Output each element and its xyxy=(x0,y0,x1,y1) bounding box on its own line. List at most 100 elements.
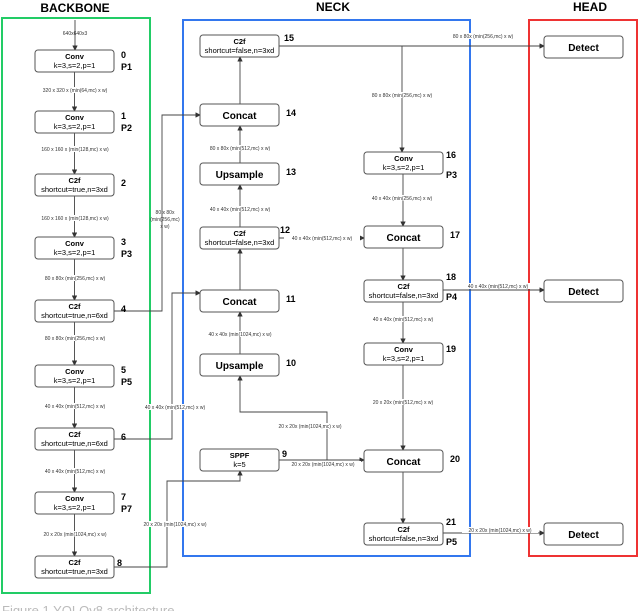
node-index: 16 xyxy=(446,150,456,160)
node-title: Concat xyxy=(387,457,422,468)
node-c2f-15 xyxy=(199,34,280,58)
head-title: HEAD xyxy=(573,0,607,14)
node-title: C2f xyxy=(68,430,81,439)
node-conv-16 xyxy=(363,151,444,175)
node-stage-label: P2 xyxy=(121,123,132,133)
node-index: 0 xyxy=(121,50,126,60)
node-detect-d2 xyxy=(543,279,624,303)
node-index: 17 xyxy=(450,230,460,240)
edge-label: 40 x 40x (min(256,mc) x w) xyxy=(372,196,433,202)
node-title: C2f xyxy=(68,176,81,185)
node-conv-1 xyxy=(34,110,115,134)
node-params: shortcut=false,n=3xd xyxy=(369,291,439,300)
edge-label-bg xyxy=(364,92,440,98)
figure-caption: Figure 1 YOLOv8 architecture xyxy=(2,603,175,611)
edge-label: 20 x 20x (min(512,mc) x w) xyxy=(373,400,434,406)
node-index: 13 xyxy=(286,167,296,177)
node-index: 7 xyxy=(121,492,126,502)
edge-label: 40 x 40x (min(512,mc) x w) xyxy=(468,284,529,290)
node-c2f-12 xyxy=(199,226,280,250)
edge-label: (min(256,mc) xyxy=(150,217,180,223)
edge-label-bg xyxy=(37,468,113,474)
node-concat-20 xyxy=(363,449,444,473)
edge-label: 80 x 80x (min(512,mc) x w) xyxy=(210,146,271,152)
node-concat-11 xyxy=(199,289,280,313)
node-concat-17 xyxy=(363,225,444,249)
edge-label-bg xyxy=(202,331,278,337)
edge-label-bg xyxy=(37,215,113,221)
node-index: 2 xyxy=(121,178,126,188)
node-index: 10 xyxy=(286,358,296,368)
node-params: k=3,s=2,p=1 xyxy=(54,503,96,512)
edge-label: 40 x 40x (min(512,mc) x w) xyxy=(292,236,353,242)
node-index: 15 xyxy=(284,33,294,43)
edge-label: 20 x 20x (min(1024,mc) x w) xyxy=(278,424,341,430)
edge-label: x w) xyxy=(160,224,170,230)
node-title: Conv xyxy=(394,345,414,354)
node-upsample-10 xyxy=(199,353,280,377)
edge-label: 20 x 20x (min(1024,mc) x w) xyxy=(43,532,106,538)
node-params: shortcut=true,n=3xd xyxy=(41,567,108,576)
edge-label: 160 x 160 x (min(128,mc) x w) xyxy=(41,216,109,222)
node-index: 6 xyxy=(121,432,126,442)
node-concat-14 xyxy=(199,103,280,127)
node-params: shortcut=true,n=6xd xyxy=(41,311,108,320)
edge-label: 40 x 40x (min(512,mc) x w) xyxy=(373,317,434,323)
node-index: 18 xyxy=(446,272,456,282)
node-detect-d3 xyxy=(543,522,624,546)
node-conv-5 xyxy=(34,364,115,388)
node-title: C2f xyxy=(233,37,246,46)
node-stage-label: P3 xyxy=(446,170,457,180)
node-title: Conv xyxy=(65,52,85,61)
edge-label: 40 x 40x (min(512,mc) x w) xyxy=(145,405,206,411)
edge-label-bg xyxy=(285,461,361,467)
node-index: 12 xyxy=(280,225,290,235)
edge-9-to-10 xyxy=(237,375,328,460)
edge-label-bg xyxy=(462,527,538,533)
node-params: k=3,s=2,p=1 xyxy=(54,376,96,385)
edge-label: 80 x 80x (min(256,mc) x w) xyxy=(45,276,106,282)
node-detect-d1 xyxy=(543,35,624,59)
node-title: SPPF xyxy=(230,451,250,460)
node-index: 19 xyxy=(446,344,456,354)
node-title: Conv xyxy=(65,367,85,376)
node-stage-label: P7 xyxy=(121,504,132,514)
edge-label: 160 x 160 x (min(128,mc) x w) xyxy=(41,147,109,153)
edge-label: 80 x 80x (min(256,mc) x w) xyxy=(453,34,514,40)
edge-label-bg xyxy=(37,403,113,409)
edge-label: 20 x 20x (min(1024,mc) x w) xyxy=(468,528,531,534)
edge-label-bg xyxy=(37,275,113,281)
node-title: C2f xyxy=(397,282,410,291)
edge-label-bg xyxy=(37,146,113,152)
node-c2f-18 xyxy=(363,279,444,303)
node-title: C2f xyxy=(397,525,410,534)
node-title: Concat xyxy=(223,111,258,122)
edge-label-bg xyxy=(202,145,278,151)
edge-label-bg xyxy=(365,399,441,405)
node-index: 9 xyxy=(282,449,287,459)
edge-label-bg xyxy=(37,531,113,537)
node-title: Conv xyxy=(65,494,85,503)
edge-label-bg xyxy=(272,423,348,429)
edge-label: 40 x 40x (min(512,mc) x w) xyxy=(45,404,106,410)
node-params: k=3,s=2,p=1 xyxy=(54,61,96,70)
edge-label: 40 x 40x (min(512,mc) x w) xyxy=(45,469,106,475)
node-title: Detect xyxy=(568,43,599,54)
node-title: Conv xyxy=(394,154,414,163)
edge-label-bg xyxy=(365,316,441,322)
backbone-title: BACKBONE xyxy=(40,1,109,15)
node-conv-0 xyxy=(34,49,115,73)
node-params: k=3,s=2,p=1 xyxy=(383,163,425,172)
node-title: Detect xyxy=(568,287,599,298)
edge-label-bg xyxy=(37,335,113,341)
node-c2f-4 xyxy=(34,299,115,323)
edge-label-bg xyxy=(364,195,440,201)
node-params: k=3,s=2,p=1 xyxy=(54,248,96,257)
node-index: 3 xyxy=(121,237,126,247)
node-index: 4 xyxy=(121,304,126,314)
edge-label: 80 x 80x (min(256,mc) x w) xyxy=(45,336,106,342)
edge-label: 80 x 80x (min(256,mc) x w) xyxy=(372,93,433,99)
node-c2f-21 xyxy=(363,522,444,546)
